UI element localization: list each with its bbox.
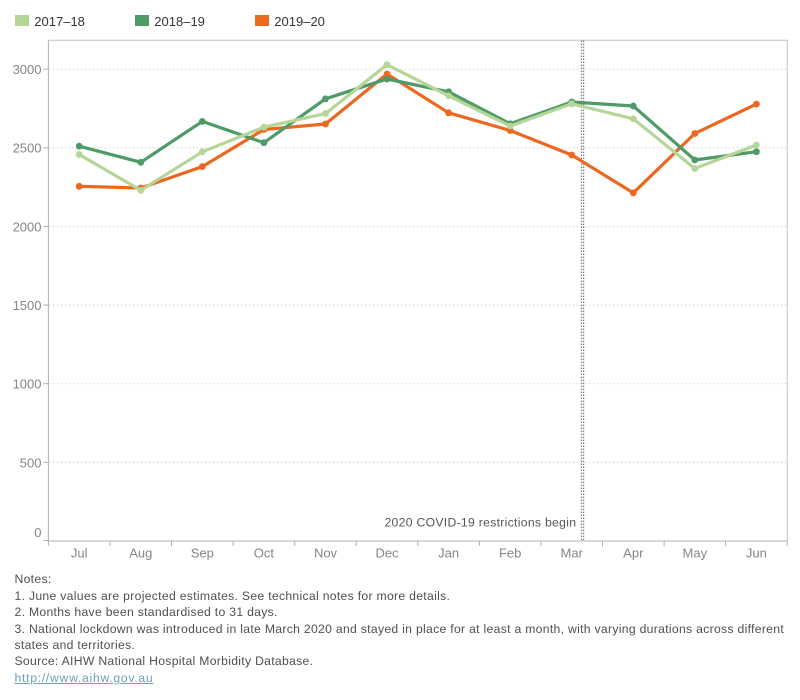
svg-text:2000: 2000 xyxy=(13,219,42,234)
svg-text:2500: 2500 xyxy=(13,141,42,156)
svg-text:Mar: Mar xyxy=(561,546,584,561)
svg-text:Jun: Jun xyxy=(746,546,767,561)
svg-text:Sep: Sep xyxy=(191,546,214,561)
svg-text:500: 500 xyxy=(20,455,42,470)
svg-text:Jul: Jul xyxy=(71,546,88,561)
svg-text:1000: 1000 xyxy=(13,377,42,392)
svg-text:3000: 3000 xyxy=(13,62,42,77)
svg-text:Oct: Oct xyxy=(254,546,275,561)
svg-text:Dec: Dec xyxy=(375,546,399,561)
svg-text:Apr: Apr xyxy=(623,546,644,561)
svg-text:Feb: Feb xyxy=(499,546,521,561)
svg-text:Nov: Nov xyxy=(314,546,338,561)
svg-text:Jan: Jan xyxy=(438,546,459,561)
svg-text:May: May xyxy=(683,546,708,561)
svg-text:Aug: Aug xyxy=(129,546,152,561)
svg-text:0: 0 xyxy=(34,525,41,540)
svg-text:1500: 1500 xyxy=(13,298,42,313)
svg-text:2020 COVID-19 restrictions beg: 2020 COVID-19 restrictions begin xyxy=(384,516,576,530)
